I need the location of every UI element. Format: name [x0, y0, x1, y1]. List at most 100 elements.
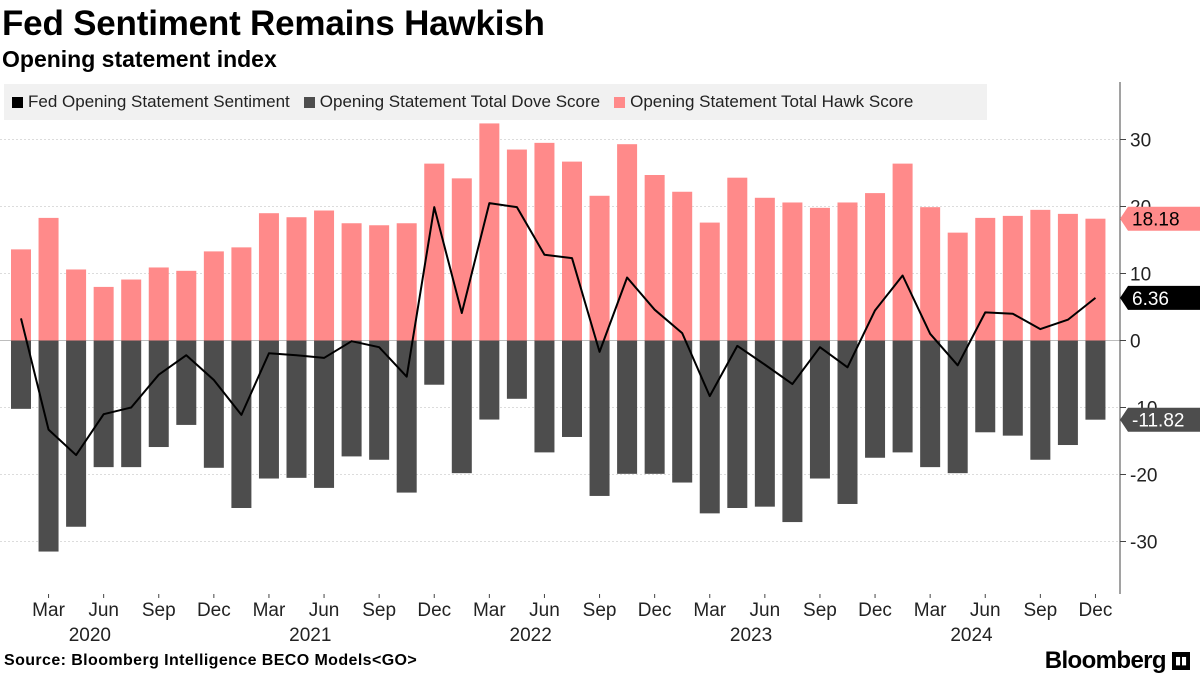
dove-bar	[286, 340, 307, 478]
dove-bar	[589, 340, 610, 496]
hawk-bar	[754, 197, 775, 341]
hawk-bar	[1057, 213, 1078, 341]
chart-subtitle: Opening statement index	[2, 46, 277, 72]
x-tick-label: Sep	[362, 600, 396, 621]
x-tick-label: Mar	[253, 600, 286, 621]
hawk-bar	[782, 202, 803, 341]
hawk-bar	[589, 195, 610, 341]
dove-bar	[920, 340, 941, 468]
hawk-bar	[727, 177, 748, 341]
dove-bar	[479, 340, 500, 420]
dove-bar	[865, 340, 886, 458]
hawk-bar	[920, 207, 941, 341]
dove-bar	[176, 340, 197, 425]
brand-icon: ▮▮	[1172, 652, 1190, 670]
legend-swatch-sentiment	[12, 96, 23, 108]
hawk-bar	[451, 178, 472, 341]
dove-bar	[534, 340, 555, 453]
dove-bar	[782, 340, 803, 523]
y-tick-label: -30	[1130, 533, 1157, 554]
hawk-bar	[176, 270, 197, 341]
hawk-bar	[506, 149, 527, 341]
hawk-bar	[258, 213, 279, 341]
x-tick-label: Jun	[88, 600, 119, 621]
dove-bar	[947, 340, 968, 474]
hawk-bar	[231, 247, 252, 341]
dove-bar	[314, 340, 335, 488]
hawk-bar	[93, 286, 114, 341]
hawk-bar	[534, 142, 555, 341]
hawk-bar	[341, 223, 362, 341]
x-tick-label: Sep	[803, 600, 837, 621]
dove-bar	[644, 340, 665, 474]
legend-label-sentiment: Fed Opening Statement Sentiment	[28, 92, 290, 111]
legend-swatch-dove	[303, 96, 315, 108]
x-tick-label: Dec	[417, 600, 451, 621]
hawk-bar	[865, 193, 886, 341]
dove-bar	[975, 340, 996, 433]
hawk-bar	[617, 144, 638, 341]
dove-bar	[451, 340, 472, 474]
hawk-bar	[975, 217, 996, 341]
hawk-bar	[892, 163, 913, 341]
hawk-bar	[286, 217, 307, 341]
x-tick-label: Sep	[1023, 600, 1057, 621]
dove-bar	[562, 340, 582, 437]
dove-bar	[66, 340, 87, 527]
x-year-label: 2022	[510, 625, 552, 646]
dove-bar	[1030, 340, 1051, 460]
hawk-bar	[479, 123, 500, 341]
x-tick-label: Mar	[32, 600, 65, 621]
hawk-bar	[644, 175, 665, 341]
legend-swatch-hawk	[614, 96, 626, 108]
x-tick-label: Jun	[970, 600, 1001, 621]
hawk-bar	[809, 207, 830, 341]
y-tick-label: -20	[1130, 466, 1157, 487]
hawk-bar	[837, 202, 858, 341]
x-tick-label: Mar	[914, 600, 947, 621]
y-tick-label: 10	[1130, 265, 1151, 286]
x-year-label: 2020	[69, 625, 111, 646]
hawk-bar	[11, 249, 31, 341]
dove-bar	[809, 340, 830, 479]
hawk-bar	[203, 251, 224, 341]
hawk-bar	[1002, 215, 1023, 341]
last-value-label: 18.18	[1132, 210, 1180, 231]
dove-bar	[506, 340, 527, 399]
source-note: Source: Bloomberg Intelligence BECO Mode…	[4, 652, 418, 669]
dove-bar	[396, 340, 417, 493]
x-tick-label: Jun	[529, 600, 560, 621]
x-tick-label: Mar	[473, 600, 506, 621]
dove-bar	[38, 340, 59, 552]
chart-title: Fed Sentiment Remains Hawkish	[2, 4, 545, 43]
dove-bar	[121, 340, 142, 468]
x-year-label: 2021	[289, 625, 331, 646]
dove-bar	[203, 340, 224, 468]
x-tick-label: Jun	[309, 600, 340, 621]
x-tick-label: Sep	[583, 600, 617, 621]
dove-bar	[258, 340, 279, 479]
dove-bar	[341, 340, 362, 457]
brand-logo: Bloomberg	[1044, 647, 1167, 674]
last-value-label: 6.36	[1132, 289, 1169, 310]
dove-bar	[369, 340, 390, 460]
hawk-bar	[148, 267, 169, 341]
legend-label-hawk: Opening Statement Total Hawk Score	[630, 92, 914, 111]
dove-bar	[231, 340, 252, 508]
hawk-bar	[66, 269, 87, 341]
hawk-bar	[672, 191, 693, 341]
hawk-bar	[396, 223, 417, 341]
legend-item-sentiment: Fed Opening Statement Sentiment	[12, 92, 290, 112]
dove-bar	[1057, 340, 1078, 446]
dove-bar	[11, 340, 31, 409]
last-value-tag	[1120, 407, 1200, 432]
x-tick-label: Dec	[1079, 600, 1113, 621]
dove-bar	[93, 340, 114, 468]
y-tick-label: 30	[1130, 131, 1151, 152]
x-tick-label: Mar	[693, 600, 726, 621]
legend-item-hawk: Opening Statement Total Hawk Score	[614, 92, 913, 112]
hawk-bar	[424, 163, 445, 341]
hawk-bar	[699, 222, 720, 341]
dove-bar	[837, 340, 858, 504]
hawk-bar	[314, 210, 335, 341]
